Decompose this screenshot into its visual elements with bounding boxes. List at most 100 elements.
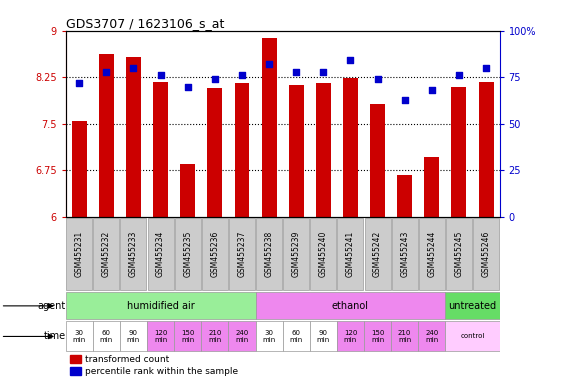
Text: 150
min: 150 min (181, 330, 194, 343)
Text: GSM455239: GSM455239 (292, 231, 301, 277)
Text: GSM455237: GSM455237 (238, 231, 247, 277)
Bar (70, 367, 81, 375)
Point (346, 58, 355, 64)
Point (129, 65, 138, 71)
FancyBboxPatch shape (309, 321, 337, 351)
Point (481, 65, 490, 71)
FancyBboxPatch shape (202, 321, 228, 351)
FancyBboxPatch shape (473, 218, 499, 290)
Text: humidified air: humidified air (127, 301, 195, 311)
Point (264, 61, 274, 67)
Text: agent: agent (38, 301, 66, 311)
Point (455, 72, 464, 78)
Bar (72, 121, 87, 217)
Text: 90
min: 90 min (127, 330, 140, 343)
Bar (180, 164, 195, 217)
Point (238, 72, 247, 78)
Text: GSM455233: GSM455233 (129, 231, 138, 277)
FancyBboxPatch shape (228, 321, 255, 351)
Text: time: time (43, 331, 66, 341)
Text: 120
min: 120 min (154, 330, 167, 343)
Text: 30
min: 30 min (73, 330, 86, 343)
FancyBboxPatch shape (255, 321, 283, 351)
FancyBboxPatch shape (175, 218, 201, 290)
FancyBboxPatch shape (93, 218, 119, 290)
Point (292, 69, 301, 75)
FancyBboxPatch shape (364, 218, 391, 290)
Text: GSM455240: GSM455240 (319, 231, 328, 277)
Bar (153, 81, 168, 217)
FancyBboxPatch shape (66, 293, 255, 319)
Bar (424, 157, 439, 217)
Point (319, 69, 328, 75)
Text: GSM455246: GSM455246 (481, 231, 490, 277)
FancyBboxPatch shape (445, 321, 500, 351)
Bar (207, 88, 222, 217)
FancyBboxPatch shape (337, 218, 364, 290)
Text: 90
min: 90 min (317, 330, 330, 343)
Text: GSM455242: GSM455242 (373, 231, 382, 277)
Bar (370, 104, 385, 217)
Text: GSM455244: GSM455244 (427, 231, 436, 277)
Point (400, 96, 409, 103)
Text: transformed count: transformed count (85, 354, 170, 364)
FancyBboxPatch shape (446, 218, 472, 290)
Text: GSM455236: GSM455236 (210, 231, 219, 277)
FancyBboxPatch shape (392, 218, 418, 290)
Text: GSM455238: GSM455238 (264, 231, 274, 277)
FancyBboxPatch shape (419, 218, 445, 290)
Text: ethanol: ethanol (332, 301, 369, 311)
Text: GSM455234: GSM455234 (156, 231, 165, 277)
Text: GSM455241: GSM455241 (346, 231, 355, 277)
FancyBboxPatch shape (445, 293, 500, 319)
Point (210, 76, 219, 82)
Text: GSM455243: GSM455243 (400, 231, 409, 277)
Bar (452, 86, 467, 217)
Bar (343, 78, 358, 217)
Text: 210
min: 210 min (208, 330, 222, 343)
Bar (289, 85, 304, 217)
Text: GDS3707 / 1623106_s_at: GDS3707 / 1623106_s_at (66, 17, 224, 30)
Text: 240
min: 240 min (235, 330, 248, 343)
FancyBboxPatch shape (66, 218, 93, 290)
Bar (478, 81, 493, 217)
FancyBboxPatch shape (283, 321, 309, 351)
Text: percentile rank within the sample: percentile rank within the sample (85, 367, 238, 376)
Text: 60
min: 60 min (289, 330, 303, 343)
FancyBboxPatch shape (93, 321, 120, 351)
Point (373, 76, 382, 82)
Text: untreated: untreated (448, 301, 497, 311)
FancyBboxPatch shape (229, 218, 255, 290)
FancyBboxPatch shape (147, 218, 174, 290)
Text: 150
min: 150 min (371, 330, 384, 343)
Text: GSM455232: GSM455232 (102, 231, 111, 277)
FancyBboxPatch shape (202, 218, 228, 290)
FancyBboxPatch shape (120, 321, 147, 351)
FancyBboxPatch shape (256, 218, 282, 290)
Text: 120
min: 120 min (344, 330, 357, 343)
Bar (316, 83, 331, 217)
FancyBboxPatch shape (391, 321, 418, 351)
FancyBboxPatch shape (337, 321, 364, 351)
Bar (126, 57, 141, 217)
Point (102, 69, 111, 75)
Text: control: control (460, 333, 485, 339)
FancyBboxPatch shape (147, 321, 174, 351)
FancyBboxPatch shape (66, 321, 93, 351)
FancyBboxPatch shape (255, 293, 445, 319)
Point (427, 87, 436, 93)
Text: GSM455231: GSM455231 (75, 231, 84, 277)
FancyBboxPatch shape (283, 218, 309, 290)
Bar (99, 54, 114, 217)
Text: 30
min: 30 min (263, 330, 276, 343)
Bar (70, 355, 81, 363)
Point (183, 83, 192, 89)
Text: 60
min: 60 min (100, 330, 113, 343)
Text: 240
min: 240 min (425, 330, 439, 343)
Point (156, 72, 165, 78)
FancyBboxPatch shape (310, 218, 336, 290)
FancyBboxPatch shape (364, 321, 391, 351)
Bar (262, 38, 276, 217)
Text: 210
min: 210 min (398, 330, 411, 343)
Point (75, 80, 84, 86)
